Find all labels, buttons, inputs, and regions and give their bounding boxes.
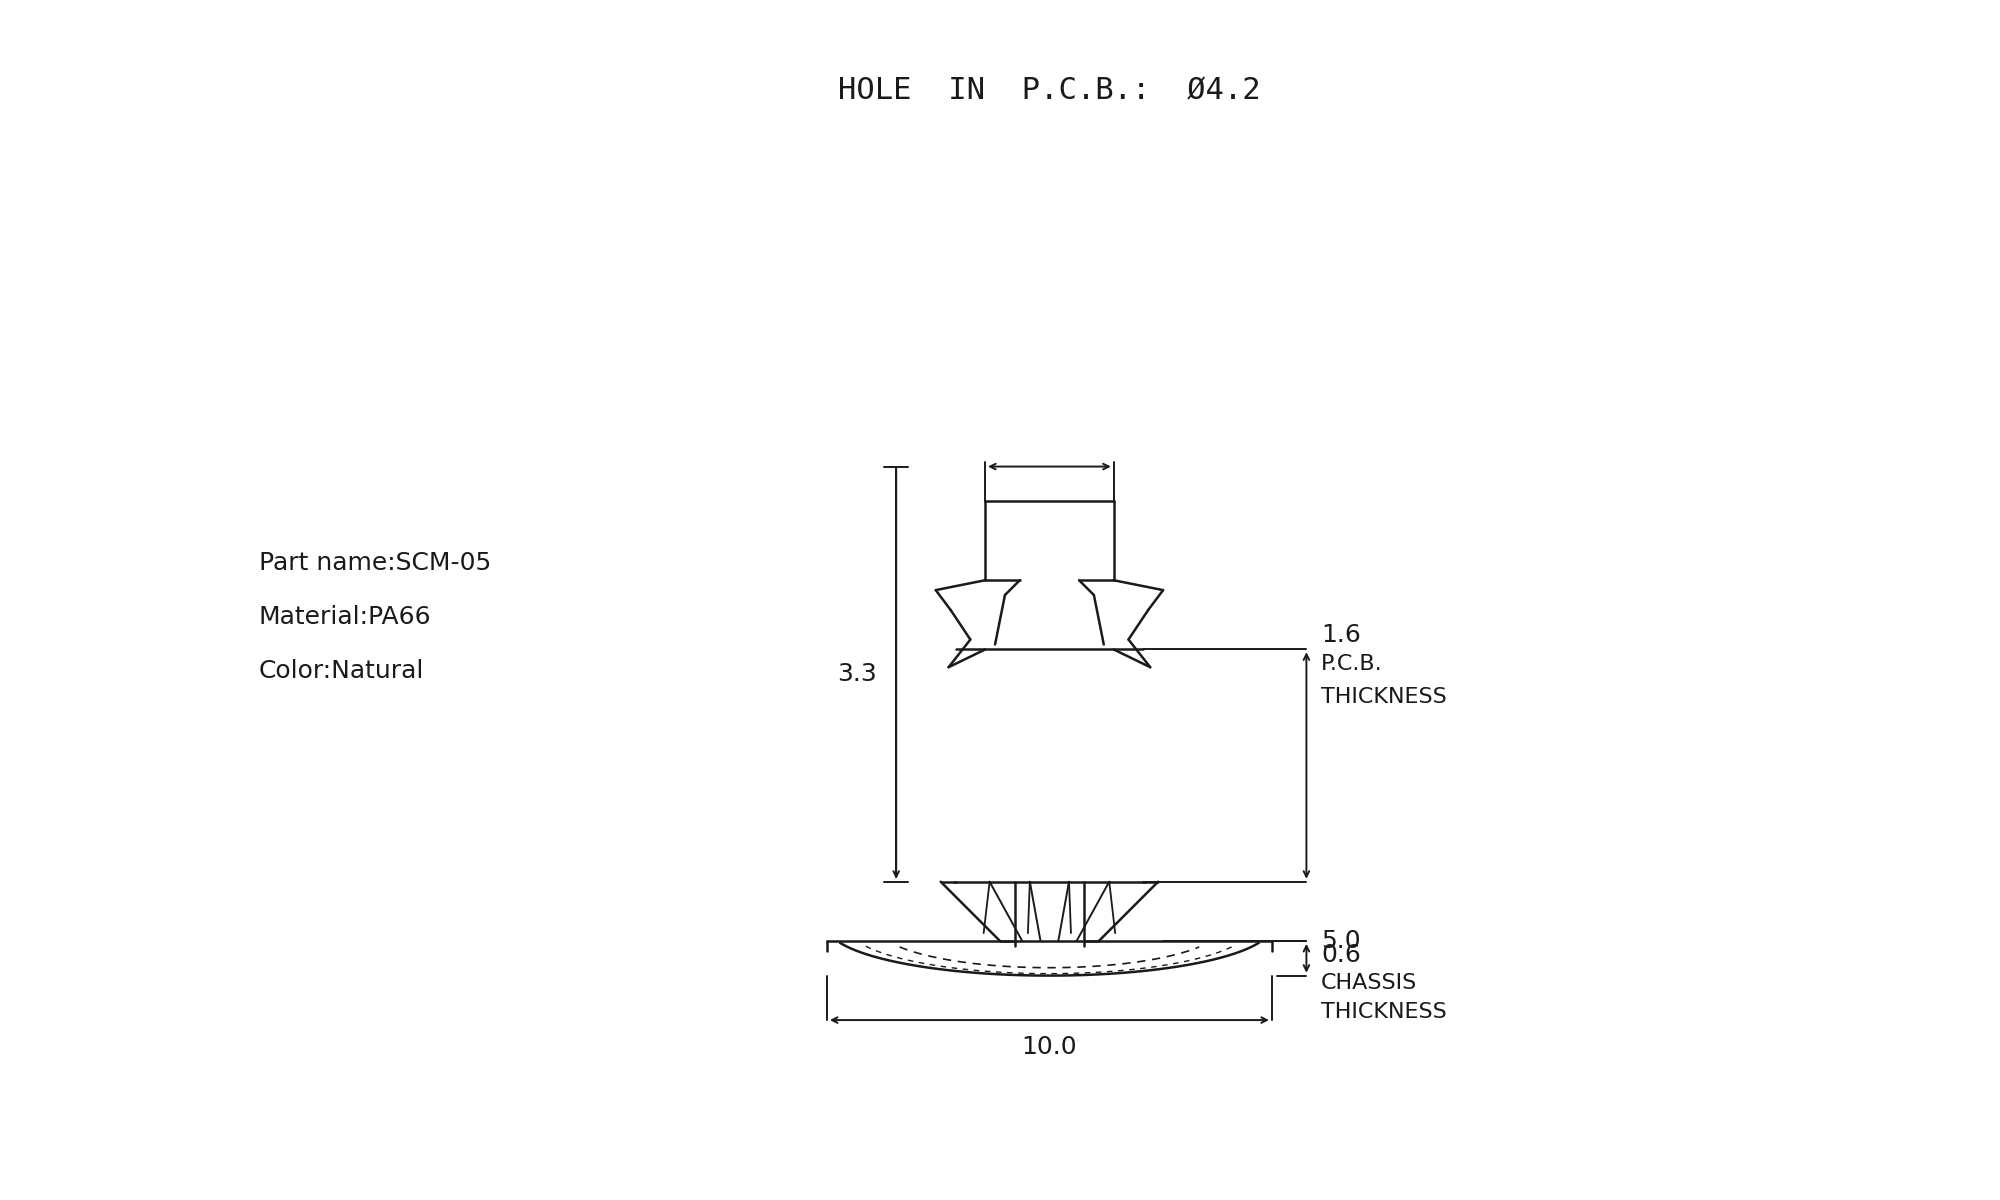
Text: Material:PA66: Material:PA66	[258, 605, 432, 629]
Text: 10.0: 10.0	[1022, 1034, 1078, 1058]
Text: 5.0: 5.0	[1322, 929, 1360, 953]
Text: HOLE  IN  P.C.B.:  Ø4.2: HOLE IN P.C.B.: Ø4.2	[838, 76, 1260, 106]
Text: Part name:SCM-05: Part name:SCM-05	[258, 551, 490, 575]
Text: Color:Natural: Color:Natural	[258, 659, 424, 683]
Text: 1.6: 1.6	[1322, 624, 1362, 648]
Text: THICKNESS: THICKNESS	[1322, 1002, 1446, 1022]
Text: 0.6: 0.6	[1322, 943, 1362, 967]
Text: THICKNESS: THICKNESS	[1322, 686, 1446, 707]
Text: 3.3: 3.3	[836, 662, 876, 686]
Text: P.C.B.: P.C.B.	[1322, 654, 1382, 674]
Text: CHASSIS: CHASSIS	[1322, 973, 1418, 992]
